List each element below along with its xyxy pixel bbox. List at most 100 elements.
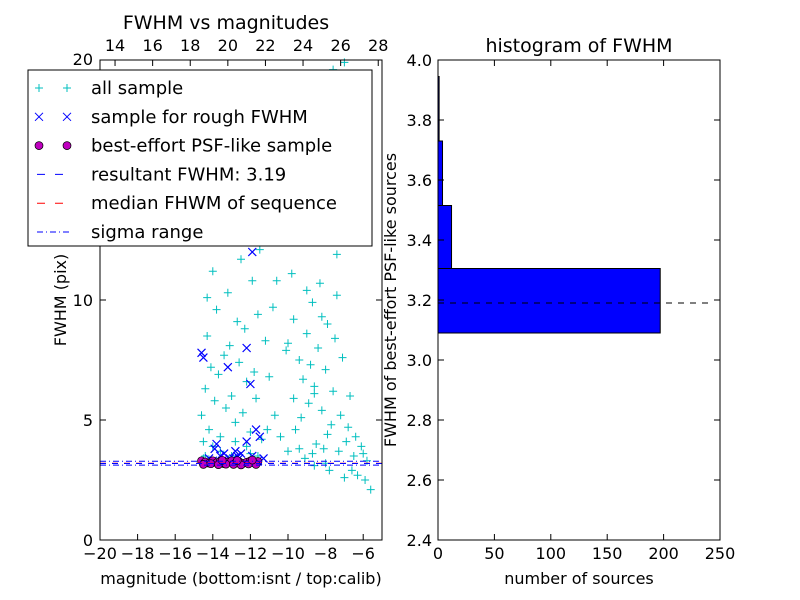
histogram-panel: 0 50 100 150 200 250 2.4 2.6 2.8 3.0 3.2 3.4 3.6 3.8 4…: [381, 35, 735, 588]
histogram-ytick-label: 3.8: [407, 111, 432, 130]
scatter-point-all-sample: [302, 329, 311, 338]
histogram-ytick-label: 3.0: [407, 351, 432, 370]
scatter-point-all-sample: [268, 303, 277, 312]
scatter-point-all-sample: [351, 432, 360, 441]
scatter-point-all-sample: [203, 332, 212, 340]
scatter-point-all-sample: [344, 423, 353, 432]
scatter-point-all-sample: [366, 485, 375, 494]
scatter-point-all-sample: [357, 442, 366, 451]
scatter-point-rough-sample: [245, 379, 255, 389]
scatter-point-all-sample: [332, 250, 341, 259]
legend-label: all sample: [91, 78, 183, 99]
scatter-title: FWHM vs magnitudes: [123, 12, 329, 34]
scatter-point-rough-sample: [251, 425, 261, 435]
scatter-point-all-sample: [205, 425, 214, 434]
scatter-legend: all sample sample for rough FWHM best-effo…: [27, 69, 373, 247]
scatter-point-all-sample: [284, 447, 292, 456]
scatter-point-all-sample: [199, 437, 208, 446]
scatter-top-ytick: 20: [73, 50, 93, 69]
scatter-point-all-sample: [314, 344, 323, 352]
scatter-point-all-sample: [308, 298, 317, 307]
scatter-point-all-sample: [342, 437, 351, 446]
scatter-point-all-sample: [206, 363, 215, 372]
scatter-point-rough-sample: [210, 444, 220, 454]
scatter-point-all-sample: [319, 444, 328, 453]
scatter-point-rough-sample: [247, 247, 257, 257]
scatter-point-rough-sample: [223, 362, 233, 372]
scatter-point-all-sample: [270, 411, 279, 420]
scatter-point-all-sample: [276, 432, 285, 441]
scatter-ylabel: FWHM (pix): [51, 254, 70, 347]
scatter-ytick-label: 5: [83, 411, 93, 430]
scatter-point-all-sample: [361, 476, 370, 484]
scatter-point-all-sample: [238, 408, 247, 417]
scatter-top-xtick-label: 18: [180, 36, 200, 55]
scatter-point-all-sample: [240, 324, 249, 333]
scatter-point-all-sample: [231, 437, 240, 446]
legend-marker-rough-sample: [62, 112, 72, 122]
scatter-point-all-sample: [284, 339, 292, 348]
histogram-xtick-label: 150: [592, 544, 623, 563]
scatter-point-all-sample: [248, 276, 257, 285]
scatter-point-all-sample: [315, 279, 324, 288]
scatter-point-all-sample: [331, 334, 339, 343]
scatter-xtick-label: −16: [158, 544, 192, 563]
scatter-point-all-sample: [287, 269, 296, 278]
scatter-point-all-sample: [353, 471, 362, 480]
scatter-point-all-sample: [310, 389, 319, 398]
histogram-bar: [437, 140, 444, 206]
scatter-point-rough-sample: [230, 446, 240, 456]
scatter-point-all-sample: [227, 392, 236, 400]
scatter-point-all-sample: [321, 365, 330, 374]
scatter-point-all-sample: [265, 372, 274, 381]
legend-label: sigma range: [91, 222, 203, 243]
histogram-xtick-label: 100: [536, 544, 567, 563]
legend-marker-psf-sample: [62, 141, 72, 150]
scatter-point-all-sample: [289, 315, 298, 324]
scatter-point-all-sample: [334, 447, 343, 456]
histogram-ytick-label: 3.2: [407, 291, 432, 310]
scatter-top-xtick-label: 14: [105, 36, 125, 55]
scatter-point-rough-sample: [197, 348, 206, 358]
scatter-point-all-sample: [250, 368, 259, 376]
histogram-ytick-label: 4.0: [407, 51, 432, 70]
scatter-point-all-sample: [317, 406, 326, 415]
scatter-point-all-sample: [263, 425, 272, 434]
histogram-ytick-label: 2.8: [407, 411, 432, 430]
scatter-point-all-sample: [347, 466, 356, 475]
scatter-point-all-sample: [235, 358, 244, 367]
scatter-point-all-sample: [216, 432, 225, 441]
legend-marker-all-sample: [35, 84, 43, 92]
histogram-bar: [437, 205, 453, 269]
scatter-xtick-label: −18: [121, 544, 155, 563]
scatter-point-all-sample: [261, 336, 270, 345]
histogram-ylabel: FWHM of best-effort PSF-like sources: [381, 153, 400, 447]
scatter-point-all-sample: [289, 394, 298, 403]
scatter-point-all-sample: [310, 382, 319, 391]
legend-label: median FHWM of sequence: [91, 193, 337, 214]
scatter-point-all-sample: [203, 293, 212, 302]
scatter-point-all-sample: [325, 466, 334, 475]
histogram-xtick-label: 250: [705, 544, 736, 563]
scatter-point-all-sample: [223, 288, 232, 297]
histogram-ytick-label: 2.6: [407, 471, 432, 490]
scatter-point-all-sample: [312, 440, 321, 448]
histogram-ytick-label: 3.6: [407, 171, 432, 190]
scatter-point-all-sample: [349, 452, 358, 460]
scatter-point-all-sample: [304, 399, 313, 408]
scatter-panel: −20 −18 −16 −14 −12 −10 −8 −6 0 5 10 14 16 18 20 22 24 26…: [51, 12, 388, 588]
scatter-point-all-sample: [329, 387, 338, 396]
histogram-xtick-label: 200: [648, 544, 679, 563]
scatter-xtick-label: −8: [314, 544, 338, 563]
scatter-ytick-label: 10: [73, 291, 93, 310]
scatter-point-all-sample: [272, 276, 281, 285]
scatter-point-rough-sample: [242, 437, 252, 447]
scatter-point-rough-sample: [236, 449, 246, 459]
scatter-point-psf-sample: [247, 455, 257, 465]
scatter-point-all-sample: [282, 346, 291, 355]
scatter-point-all-sample: [323, 430, 332, 439]
histogram-bar: [437, 268, 661, 334]
legend-label: resultant FWHM: 3.19: [91, 164, 286, 185]
scatter-xtick-label: −10: [271, 544, 305, 563]
